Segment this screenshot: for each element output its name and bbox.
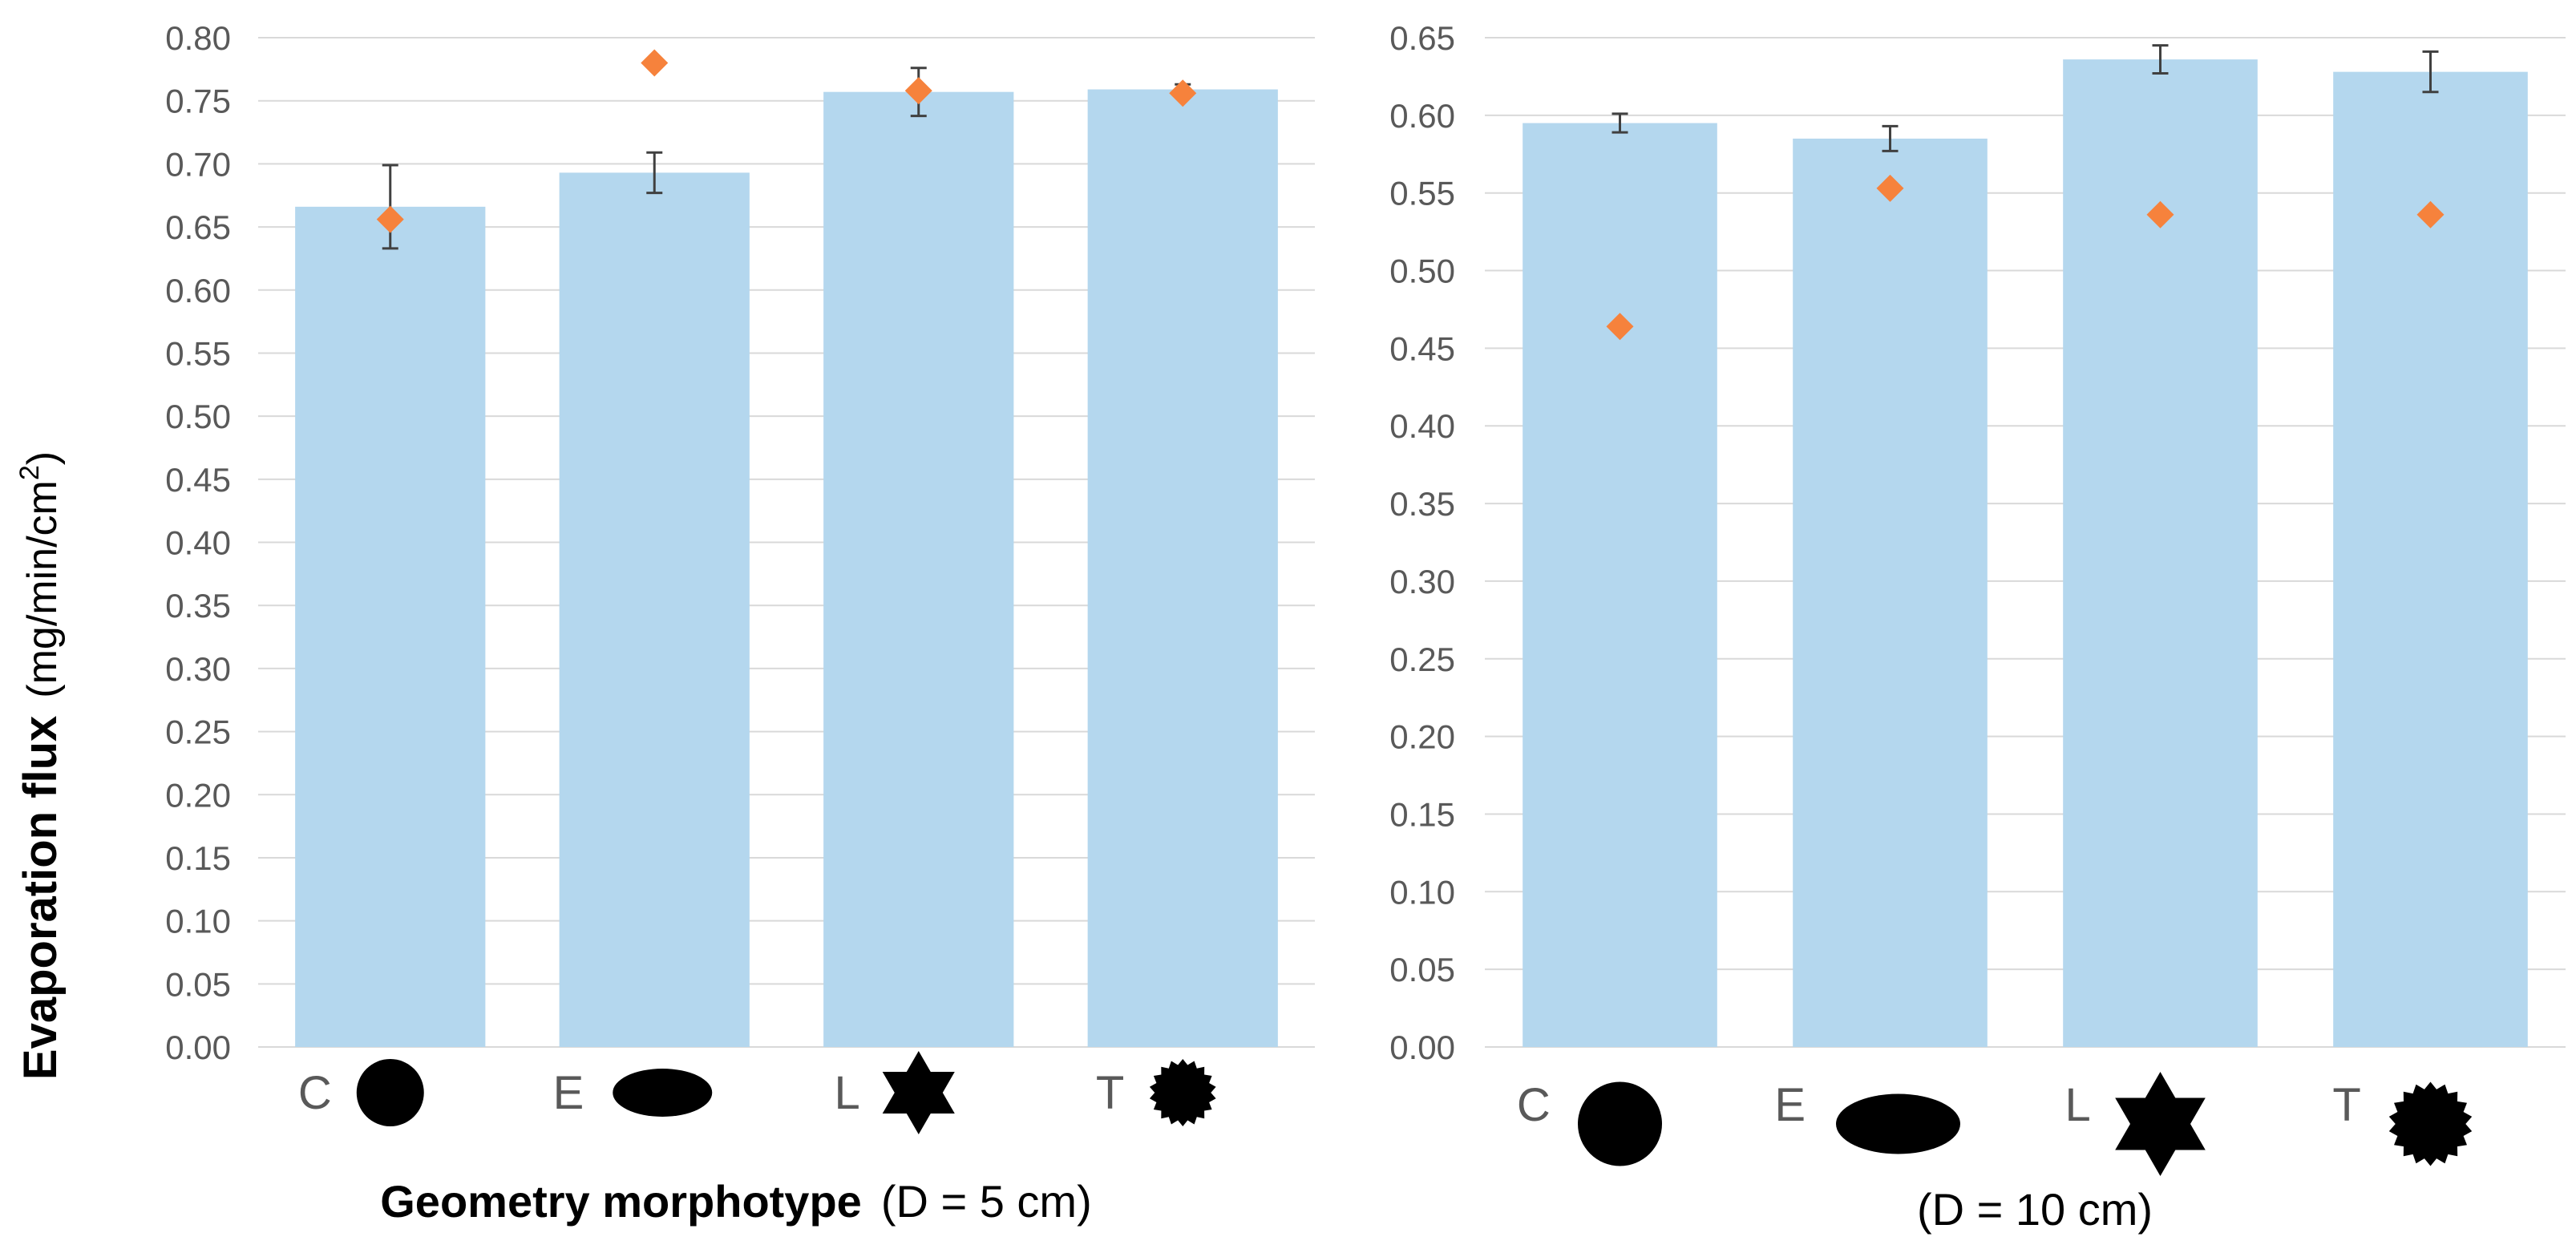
y-tick-label: 0.35 [1389, 485, 1455, 523]
category-label-L: L [834, 1067, 859, 1119]
y-axis-title-close: ) [19, 451, 66, 465]
y-tick-label: 0.75 [165, 83, 231, 120]
marker-C [376, 205, 404, 233]
y-axis-title-bold: Evaporation flux [14, 716, 67, 1080]
y-tick-label: 0.05 [1389, 951, 1455, 988]
y-tick-label: 0.10 [1389, 873, 1455, 911]
category-label-E: E [1774, 1079, 1806, 1131]
y-tick-label: 0.00 [1389, 1029, 1455, 1066]
y-tick-label: 0.15 [165, 839, 231, 877]
category-shape-ellipse-icon [1836, 1093, 1960, 1154]
markers-d10 [1606, 174, 2445, 341]
error-bar-E [1882, 124, 1899, 152]
y-tick-label: 0.35 [165, 587, 231, 624]
y-axis-title: Evaporation flux (mg/min/cm2) [14, 451, 67, 1080]
category-label-T: T [2332, 1079, 2360, 1131]
marker-C [1606, 313, 1634, 341]
x-axis-title-d5: Geometry morphotype (D = 5 cm) [380, 1176, 1091, 1227]
x-axis-title-d10: (D = 10 cm) [1917, 1184, 2153, 1235]
category-label-L: L [2064, 1079, 2090, 1131]
y-tick-label: 0.20 [165, 776, 231, 814]
category-shape-six-point-star-icon [882, 1051, 955, 1134]
y-tick-label: 0.45 [165, 461, 231, 499]
y-axis-title-sup: 2 [14, 465, 45, 480]
y-tick-label: 0.20 [1389, 718, 1455, 756]
chart-panel-d5: 0.00 0.05 0.10 0.15 0.20 0.25 0.30 0.35 0.40 0.45… [14, 19, 1315, 1227]
y-tick-label: 0.25 [165, 713, 231, 751]
error-bar-E [646, 151, 663, 195]
error-bars-d10 [1612, 44, 2439, 152]
category-label-E: E [553, 1067, 584, 1119]
y-tick-label: 0.05 [165, 965, 231, 1003]
bar-C [1523, 123, 1717, 1047]
x-axis-title-bold: Geometry morphotype [380, 1176, 862, 1227]
marker-E [1876, 174, 1904, 202]
markers-d5 [376, 49, 1197, 233]
y-tick-label: 0.30 [165, 650, 231, 688]
marker-L [2146, 200, 2174, 228]
x-axis-title-d5-unit: (D = 5 cm) [881, 1176, 1092, 1227]
y-tick-label: 0.25 [1389, 641, 1455, 678]
y-tick-label: 0.10 [165, 903, 231, 940]
y-tick-label: 0.65 [1389, 19, 1455, 57]
error-bar-L [2152, 44, 2169, 75]
error-bar-T [2422, 50, 2439, 94]
y-tick-label: 0.60 [165, 272, 231, 309]
y-tick-label: 0.60 [1389, 97, 1455, 135]
y-tick-label: 0.00 [165, 1029, 231, 1066]
category-shape-circle-icon [1578, 1081, 1662, 1166]
marker-E [641, 49, 669, 77]
category-label-C: C [1517, 1079, 1551, 1131]
y-tick-label: 0.45 [1389, 329, 1455, 367]
bar-T [2333, 71, 2528, 1047]
marker-T [2416, 200, 2445, 228]
y-tick-label: 0.30 [1389, 563, 1455, 600]
bars-d10 [1523, 59, 2528, 1047]
y-tick-label: 0.50 [1389, 253, 1455, 290]
y-tick-label: 0.15 [1389, 795, 1455, 833]
y-tick-label: 0.40 [1389, 407, 1455, 445]
y-tick-labels-d10: 0.00 0.05 0.10 0.15 0.20 0.25 0.30 0.35 0.40 0.45… [1389, 19, 1455, 1066]
category-shape-ellipse-icon [613, 1069, 713, 1117]
y-tick-label: 0.55 [1389, 175, 1455, 212]
y-tick-label: 0.50 [165, 398, 231, 435]
bar-C [295, 206, 486, 1047]
bar-E [1793, 138, 1988, 1047]
category-label-T: T [1096, 1067, 1124, 1119]
category-shape-circle-icon [356, 1059, 424, 1126]
error-bar-C [1612, 112, 1628, 134]
bar-T [1087, 89, 1278, 1047]
bar-E [559, 172, 750, 1048]
marker-L [904, 77, 932, 105]
category-shape-serrated-circle-icon [1149, 1059, 1216, 1126]
y-axis-title-unit: (mg/min/cm [19, 480, 66, 698]
y-tick-labels-d5: 0.00 0.05 0.10 0.15 0.20 0.25 0.30 0.35 0.40 0.45… [165, 19, 231, 1066]
marker-T [1169, 79, 1197, 107]
y-tick-label: 0.40 [165, 524, 231, 562]
chart-panel-d10: 0.00 0.05 0.10 0.15 0.20 0.25 0.30 0.35 0.40 0.45… [1389, 19, 2566, 1235]
y-tick-label: 0.65 [165, 208, 231, 246]
y-tick-label: 0.70 [165, 145, 231, 183]
bar-L [823, 91, 1014, 1047]
bars-d5 [295, 89, 1278, 1048]
category-shape-six-point-star-icon [2115, 1072, 2206, 1176]
y-tick-label: 0.80 [165, 19, 231, 57]
category-label-C: C [298, 1067, 332, 1119]
error-bars-d5 [382, 67, 1191, 250]
category-shape-serrated-circle-icon [2388, 1081, 2473, 1166]
y-tick-label: 0.55 [165, 334, 231, 372]
